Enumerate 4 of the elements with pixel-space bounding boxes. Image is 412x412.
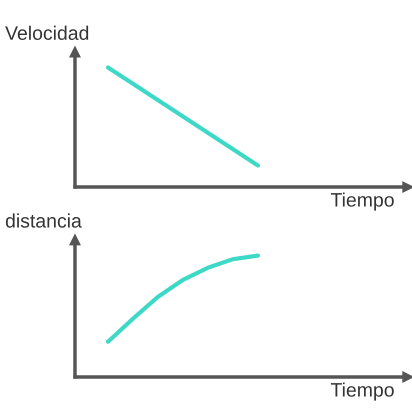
y-axis-title: Velocidad [5, 26, 88, 40]
y-axis-title: distancia [6, 213, 82, 228]
x-axis-title: Tiempo [330, 382, 394, 401]
x-axis-title: Tiempo [330, 192, 394, 211]
